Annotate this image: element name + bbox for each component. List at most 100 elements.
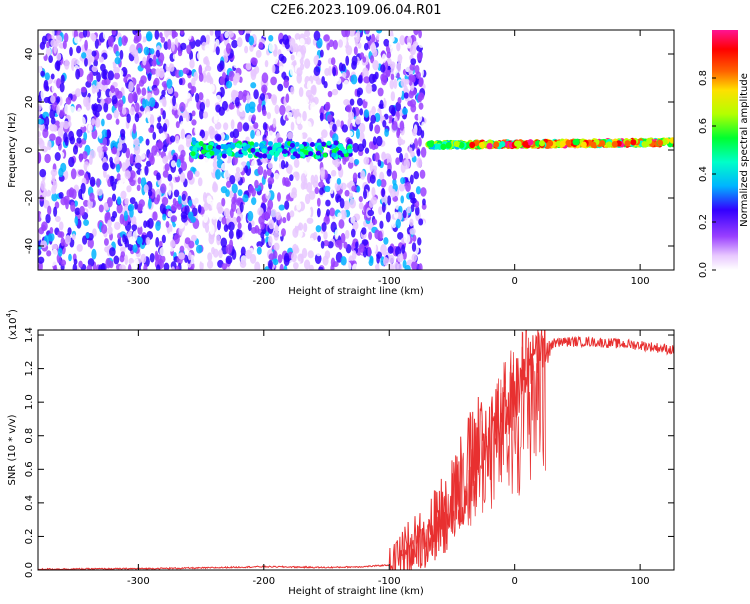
spectrogram-cell [67, 38, 72, 48]
spectrogram-cell [67, 227, 72, 235]
spectrogram-cell [300, 45, 307, 56]
spectrogram-cell [88, 154, 93, 166]
spectrogram-cell [239, 110, 246, 121]
spectrogram-cell [212, 181, 218, 192]
spectrogram-cell [336, 195, 342, 203]
spectrogram-cell [297, 230, 303, 238]
spectrogram-cell [124, 197, 129, 205]
spectrogram-cell [377, 159, 382, 167]
spectrogram-cell [646, 137, 653, 145]
spectrogram-cell [343, 99, 350, 106]
spectrogram-cell [214, 30, 221, 39]
spectrogram-cell [185, 134, 193, 145]
spectrogram-cell [126, 185, 132, 193]
spectrogram-cell [370, 114, 377, 124]
spectrogram-cell [161, 96, 167, 107]
spectrogram-cell [137, 47, 142, 54]
spectrogram-cell [303, 149, 309, 155]
spectrogram-cell [371, 83, 377, 92]
spectrogram-cell [103, 202, 109, 210]
spectrogram-cell [230, 119, 235, 130]
spectrogram-cell [58, 221, 64, 231]
spectrogram-cell [205, 98, 210, 108]
spectrogram-cell [421, 121, 426, 131]
spectrogram-cell [214, 195, 221, 203]
spectrogram-cell [409, 174, 414, 185]
spectrogram-cell [95, 104, 103, 113]
spectrogram-cell [159, 32, 163, 39]
spectrogram-cell [201, 149, 207, 155]
spectrogram-cell [138, 125, 143, 136]
spectrogram-cell [54, 201, 60, 209]
spectrogram-cell [308, 151, 314, 157]
y-tick-label: 0.6 [24, 461, 35, 477]
spectrogram-cell [149, 114, 155, 125]
spectrogram-cell [45, 48, 52, 56]
spectrogram-cell [113, 255, 120, 265]
spectrogram-cell [232, 128, 240, 139]
spectrogram-cell [307, 164, 315, 176]
spectrogram-cell [293, 210, 301, 219]
spectrogram-cell [282, 149, 288, 155]
spectrogram-cell [127, 92, 134, 104]
spectrogram-cell [118, 36, 123, 47]
spectrogram-cell [60, 259, 67, 267]
spectrogram-cell [119, 264, 126, 270]
spectrogram-cell [381, 53, 387, 64]
spectrogram-cell [55, 35, 63, 44]
spectrogram-cell [453, 140, 460, 148]
spectrogram-cell [214, 133, 222, 141]
spectrogram-cell [427, 140, 434, 148]
spectrogram-cell [348, 192, 354, 200]
spectrogram-cell [389, 188, 397, 198]
spectrogram-cell [259, 93, 266, 101]
spectrogram-cell [573, 139, 580, 146]
spectrogram-cell [273, 49, 278, 57]
spectrogram-cell [85, 232, 90, 239]
spectrogram-cell [125, 147, 131, 159]
spectrogram-cell [308, 190, 316, 200]
spectrogram-cell [46, 250, 52, 257]
spectrogram-cell [402, 209, 407, 219]
spectrogram-cell [71, 189, 77, 200]
spectrogram-cell [296, 51, 302, 60]
spectrogram-cell [267, 162, 273, 169]
spectrogram-cell [350, 74, 358, 85]
spectrogram-cell [421, 30, 426, 41]
spectrogram-cell [147, 72, 152, 82]
spectrogram-cell [380, 244, 387, 256]
spectrogram-cell [338, 39, 344, 48]
spectrogram-cell [204, 232, 210, 244]
spectrogram-cell [105, 96, 112, 104]
spectrogram-cell [669, 137, 674, 144]
spectrogram-cell [297, 253, 304, 262]
spectrogram-cell [272, 55, 279, 65]
spectrogram-cell [83, 219, 89, 226]
spectrogram-cell [173, 170, 180, 178]
spectrogram-cell [162, 110, 166, 120]
spectrogram-cell [294, 216, 300, 227]
spectrogram-cell [395, 101, 402, 112]
spectrogram-cell [371, 41, 376, 53]
spectrogram-cell [147, 217, 154, 229]
spectrogram-cell [385, 211, 391, 223]
spectrogram-cell [60, 237, 65, 247]
spectrogram-cell [349, 98, 355, 106]
spectrogram-cell [188, 199, 193, 207]
spectrogram-cell [406, 206, 412, 214]
spectrogram-cell [170, 160, 176, 168]
spectrogram-cell [347, 148, 353, 154]
spectrogram-cell [289, 142, 295, 148]
spectrogram-cell [167, 38, 172, 50]
spectrogram-cell [194, 126, 201, 135]
spectrogram-cell [323, 230, 328, 240]
spectrogram-cell [289, 210, 295, 218]
spectrogram-cell [107, 35, 113, 47]
spectrogram-cell [486, 142, 493, 150]
spectrogram-cell [358, 195, 363, 203]
spectrogram-cell [271, 64, 276, 74]
spectrogram-cell [351, 55, 358, 66]
spectrogram-cell [162, 213, 167, 221]
spectrogram-y-ticks: -40 -20 0 20 40 [24, 48, 674, 254]
spectrogram-cell [196, 51, 202, 61]
